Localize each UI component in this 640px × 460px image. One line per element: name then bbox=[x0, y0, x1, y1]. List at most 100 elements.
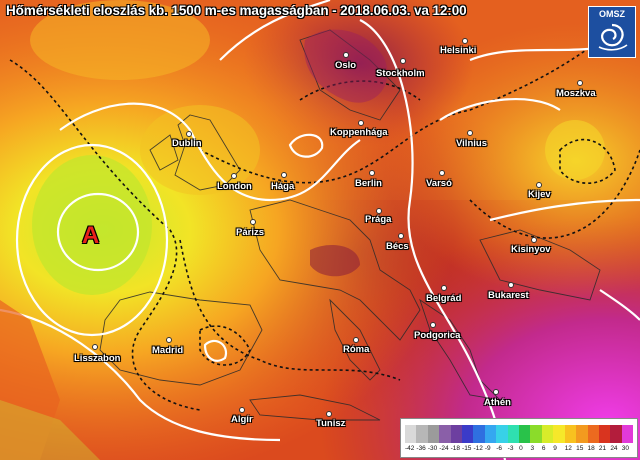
city-label-parizs: Párizs bbox=[236, 227, 264, 238]
city-label-podgorica: Podgorica bbox=[414, 330, 461, 341]
legend-swatch bbox=[598, 425, 611, 443]
legend-tick: -30 bbox=[427, 445, 438, 452]
city-label-athen: Athén bbox=[484, 397, 511, 408]
legend-tick: 6 bbox=[541, 445, 546, 452]
legend-tick: 24 bbox=[610, 445, 618, 452]
legend-swatch bbox=[439, 425, 451, 443]
city-marker bbox=[531, 237, 537, 243]
city-label-praga: Prága bbox=[365, 214, 392, 225]
legend-swatch bbox=[576, 425, 588, 443]
city-label-kisinyov: Kisinyov bbox=[511, 244, 551, 255]
legend-swatch bbox=[553, 425, 565, 443]
city-marker bbox=[92, 344, 98, 350]
city-label-lisszabon: Lisszabon bbox=[74, 353, 121, 364]
city-marker bbox=[577, 80, 583, 86]
city-label-varso: Varsó bbox=[426, 178, 452, 189]
city-marker bbox=[186, 131, 192, 137]
legend-tick: 0 bbox=[519, 445, 523, 452]
legend-tick: -3 bbox=[507, 445, 514, 452]
legend-swatch bbox=[473, 425, 485, 443]
city-marker bbox=[353, 337, 359, 343]
city-label-moszkva: Moszkva bbox=[556, 88, 596, 99]
legend-swatch bbox=[496, 425, 508, 443]
city-label-berlin: Berlin bbox=[355, 178, 382, 189]
city-label-helsinki: Helsinki bbox=[440, 45, 477, 56]
city-label-london: London bbox=[217, 181, 252, 192]
legend-tick: 15 bbox=[576, 445, 584, 452]
city-marker bbox=[467, 130, 473, 136]
city-label-oslo: Oslo bbox=[335, 60, 357, 71]
legend-tick: -24 bbox=[439, 445, 449, 452]
legend-tick-labels: -42 -36 -30 -24 -18 -15 -12 -9 -6 -3 0 3 6 9 12 15 18 21 2… bbox=[405, 445, 633, 455]
city-label-bukarest: Bukarest bbox=[488, 290, 529, 301]
legend-swatch bbox=[564, 425, 577, 443]
city-label-stockholm: Stockholm bbox=[376, 68, 425, 79]
legend-tick: -15 bbox=[462, 445, 472, 452]
city-marker bbox=[250, 219, 256, 225]
legend-tick: -6 bbox=[496, 445, 503, 452]
legend-swatch bbox=[427, 425, 440, 443]
high-pressure-label: A bbox=[82, 222, 100, 249]
legend-tick: -36 bbox=[416, 445, 426, 452]
legend-tick: -42 bbox=[405, 445, 415, 452]
legend-tick: 30 bbox=[621, 445, 629, 452]
city-label-haga: Hága bbox=[271, 181, 295, 192]
legend-tick: 9 bbox=[553, 445, 557, 452]
city-label-vilnius: Vilnius bbox=[456, 138, 487, 149]
legend-swatch bbox=[405, 425, 417, 443]
city-label-roma: Róma bbox=[343, 344, 370, 355]
city-marker bbox=[493, 389, 499, 395]
city-label-tunisz: Tunisz bbox=[316, 418, 346, 429]
legend-swatch bbox=[484, 425, 497, 443]
legend-tick: 12 bbox=[564, 445, 572, 452]
city-label-dublin: Dublin bbox=[172, 138, 202, 149]
city-label-koppenhaga: Koppenhága bbox=[330, 127, 388, 138]
city-marker bbox=[462, 38, 468, 44]
city-marker bbox=[369, 170, 375, 176]
legend-tick: 21 bbox=[598, 445, 607, 452]
city-marker bbox=[441, 285, 447, 291]
legend-swatch bbox=[450, 425, 463, 443]
omsz-logo: OMSZ bbox=[588, 6, 636, 58]
city-label-algir: Algír bbox=[231, 414, 253, 425]
city-marker bbox=[536, 182, 542, 188]
city-marker bbox=[239, 407, 245, 413]
city-marker bbox=[439, 170, 445, 176]
legend-tick: -12 bbox=[473, 445, 483, 452]
legend-tick: -18 bbox=[450, 445, 461, 452]
legend-swatch bbox=[519, 425, 531, 443]
legend-swatch bbox=[587, 425, 599, 443]
legend-swatch bbox=[530, 425, 542, 443]
legend-swatch bbox=[541, 425, 554, 443]
city-marker bbox=[343, 52, 349, 58]
city-marker bbox=[430, 322, 436, 328]
legend-swatch bbox=[462, 425, 474, 443]
city-marker bbox=[326, 411, 332, 417]
temperature-legend: -42 -36 -30 -24 -18 -15 -12 -9 -6 -3 0 3 6 9 12 15 18 21 2… bbox=[400, 418, 638, 458]
city-marker bbox=[358, 120, 364, 126]
city-marker bbox=[376, 208, 382, 214]
city-marker bbox=[166, 337, 172, 343]
city-label-becs: Bécs bbox=[386, 241, 409, 252]
legend-tick: 3 bbox=[530, 445, 535, 452]
legend-color-bar bbox=[405, 425, 634, 443]
logo-text: OMSZ bbox=[599, 9, 625, 19]
legend-swatch bbox=[621, 425, 634, 443]
map-title: Hőmérsékleti eloszlás kb. 1500 m-es maga… bbox=[6, 3, 467, 18]
city-label-madrid: Madrid bbox=[152, 345, 184, 356]
city-label-belgrad: Belgrád bbox=[426, 293, 462, 304]
legend-tick: -9 bbox=[484, 445, 491, 452]
omsz-swirl-icon bbox=[598, 23, 628, 51]
legend-tick: 18 bbox=[587, 445, 595, 452]
city-marker bbox=[398, 233, 404, 239]
city-marker bbox=[231, 173, 237, 179]
city-marker bbox=[281, 172, 287, 178]
city-marker bbox=[400, 58, 406, 64]
legend-swatch bbox=[507, 425, 520, 443]
city-marker bbox=[508, 282, 514, 288]
legend-swatch bbox=[610, 425, 622, 443]
city-label-kijev: Kijev bbox=[528, 189, 551, 200]
legend-swatch bbox=[416, 425, 428, 443]
